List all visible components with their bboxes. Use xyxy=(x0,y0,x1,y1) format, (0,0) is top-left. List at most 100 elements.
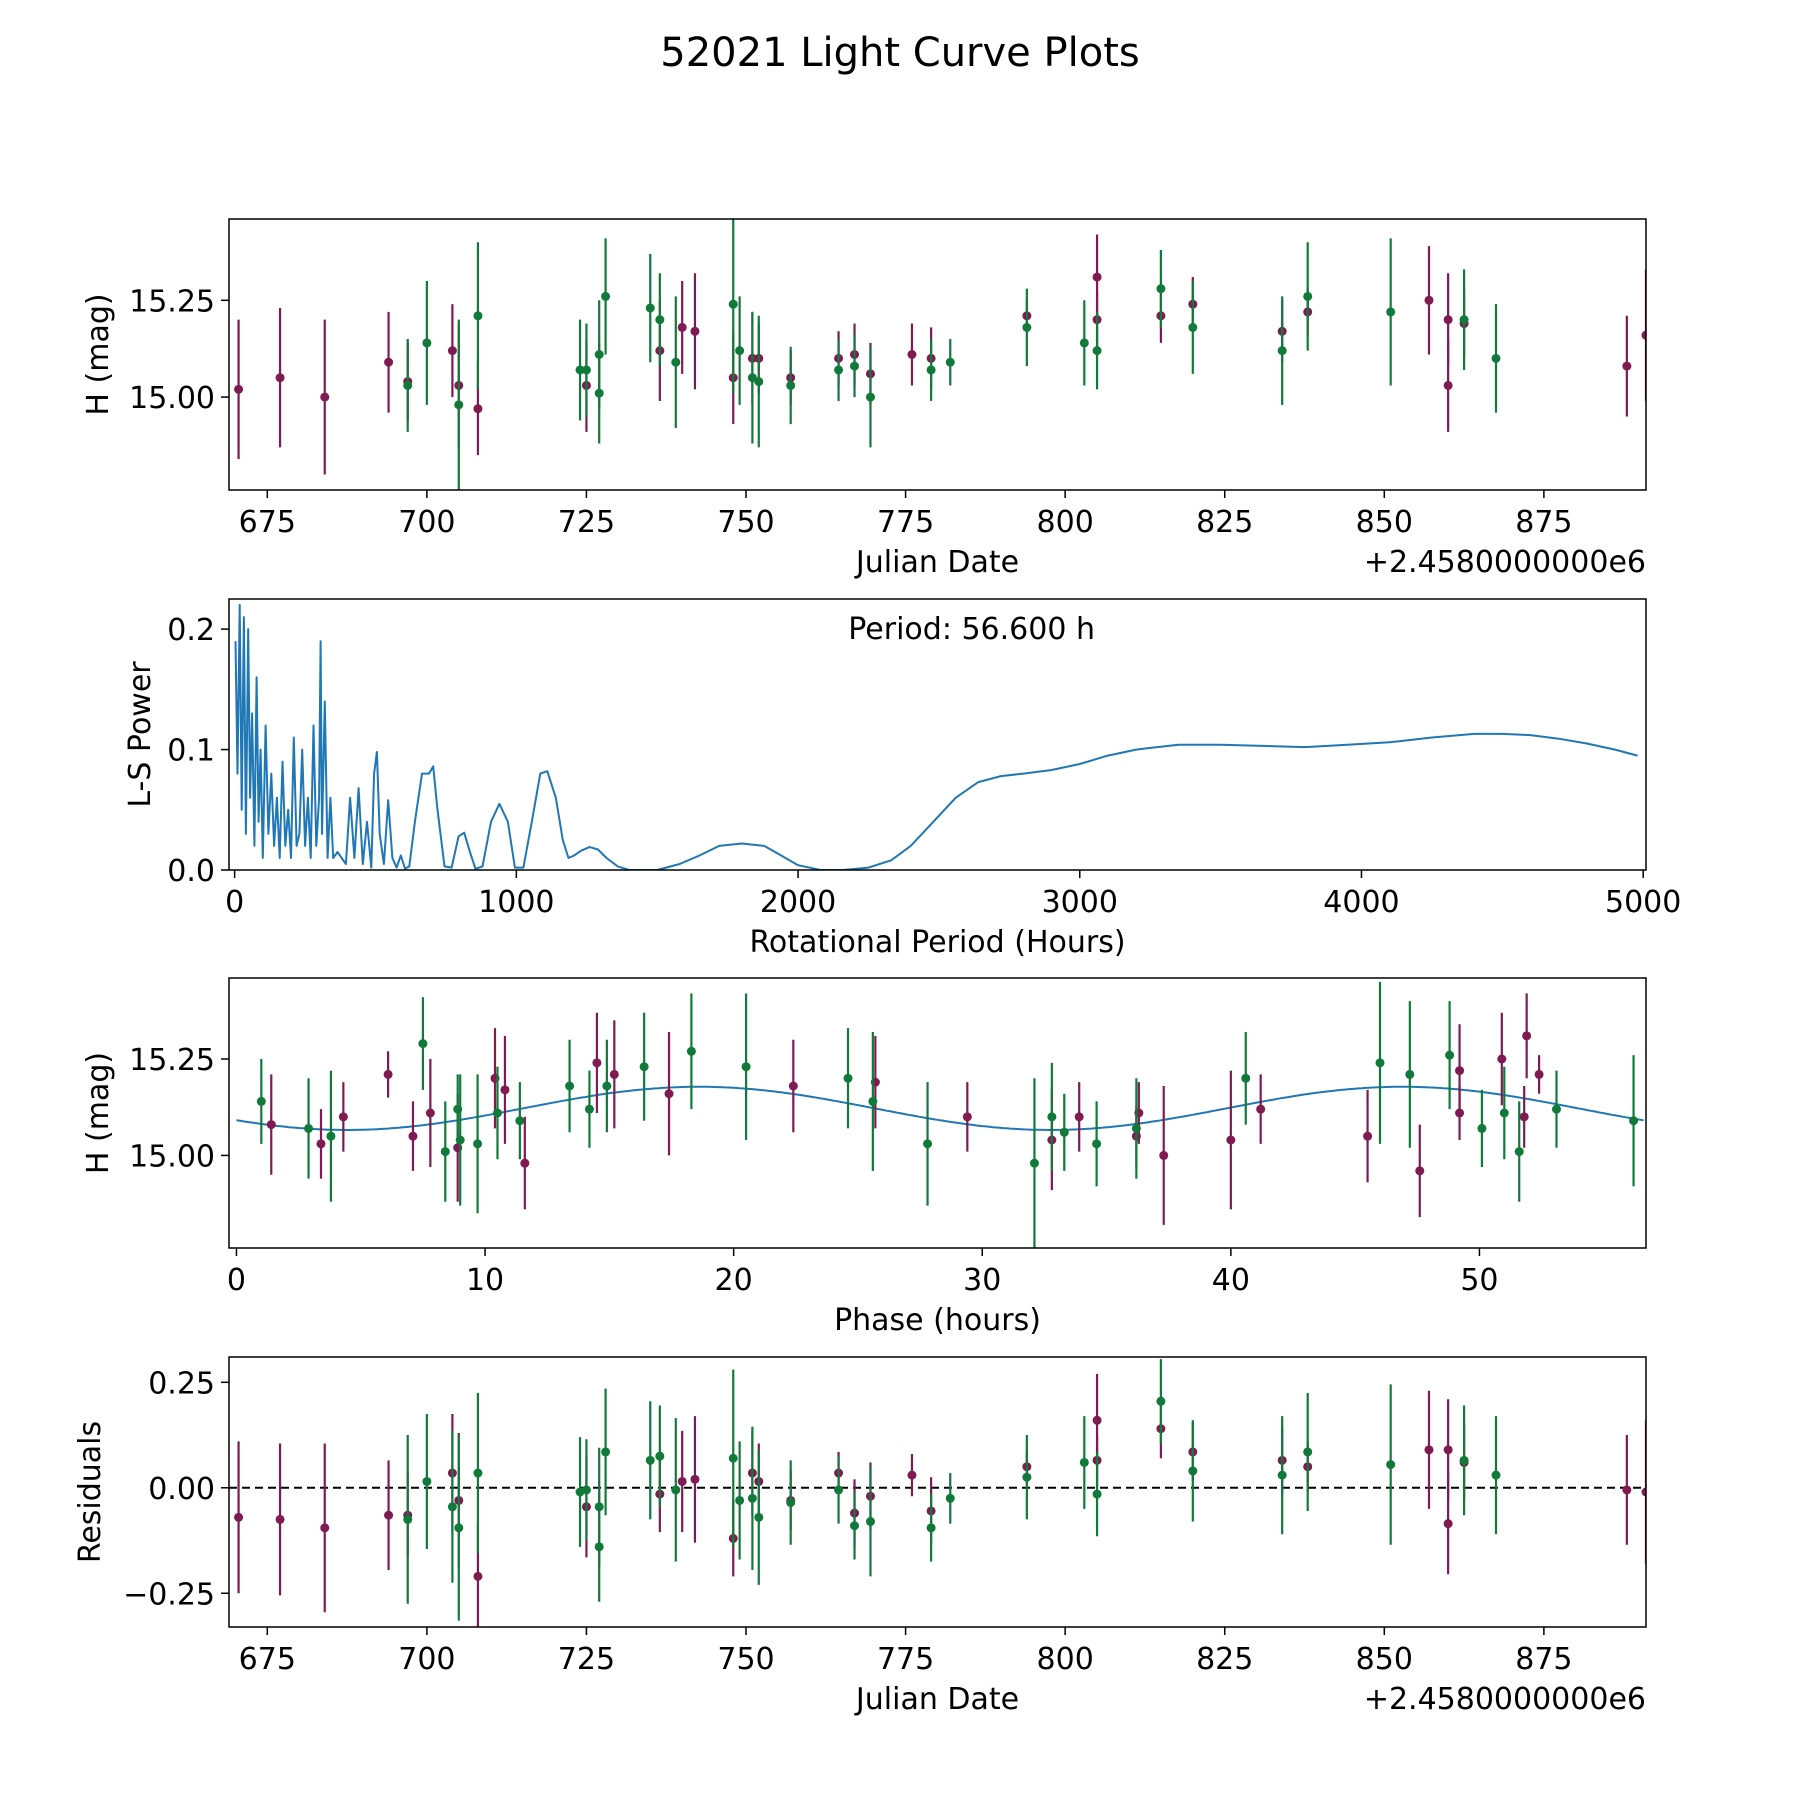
data-point-r xyxy=(1522,1031,1532,1041)
data-point-g xyxy=(786,380,796,390)
y-axis-label: Residuals xyxy=(73,1421,108,1563)
data-point-r xyxy=(1622,1485,1632,1495)
x-offset-label: +2.4580000000e6 xyxy=(1364,545,1646,580)
x-tick-label: 10 xyxy=(466,1263,504,1298)
data-point-g xyxy=(1092,1489,1102,1499)
period-annotation: Period: 56.600 h xyxy=(848,612,1095,647)
data-point-g xyxy=(754,377,764,387)
periodogram-panel: Rotational Period (Hours) L-S Power Peri… xyxy=(123,598,1681,960)
data-point-g xyxy=(1629,1116,1639,1126)
x-tick-label: 700 xyxy=(398,1642,455,1677)
x-tick-label: 750 xyxy=(717,505,774,540)
y-tick-label: 0.25 xyxy=(148,1366,215,1401)
data-point-r xyxy=(1497,1054,1507,1064)
x-tick-label: 775 xyxy=(877,505,934,540)
data-point-r xyxy=(1092,272,1102,282)
data-point-g xyxy=(256,1096,266,1106)
data-point-r xyxy=(425,1108,435,1118)
data-point-r xyxy=(500,1085,510,1095)
data-point-r xyxy=(520,1158,530,1168)
x-tick-label: 5000 xyxy=(1605,885,1681,920)
axes-frame xyxy=(228,598,1647,871)
data-point-g xyxy=(1514,1147,1524,1157)
x-tick-label: 675 xyxy=(239,1642,296,1677)
data-point-g xyxy=(1188,322,1198,332)
data-point-g xyxy=(473,1139,483,1149)
data-point-r xyxy=(1443,380,1453,390)
data-point-r xyxy=(320,1523,330,1533)
data-point-r xyxy=(338,1112,348,1122)
data-point-g xyxy=(868,1096,878,1106)
x-axis-label: Julian Date xyxy=(854,1682,1019,1717)
data-point-g xyxy=(1303,291,1313,301)
x-tick-label: 2000 xyxy=(760,885,836,920)
data-point-r xyxy=(1641,1487,1646,1497)
data-point-r xyxy=(1424,295,1434,305)
data-point-r xyxy=(275,373,285,383)
y-tick-label: 15.00 xyxy=(129,381,215,416)
x-tick-label: 20 xyxy=(715,1263,753,1298)
data-point-g xyxy=(601,291,611,301)
data-point-g xyxy=(1092,346,1102,356)
data-point-g xyxy=(594,1542,604,1552)
data-point-r xyxy=(1455,1066,1465,1076)
data-point-g xyxy=(581,1485,591,1495)
data-point-r xyxy=(1443,1445,1453,1455)
x-tick-label: 1000 xyxy=(478,885,554,920)
data-point-g xyxy=(735,346,745,356)
data-point-g xyxy=(747,1493,757,1503)
y-axis-label: H (mag) xyxy=(81,293,116,415)
data-point-g xyxy=(639,1062,649,1072)
data-point-g xyxy=(671,1485,681,1495)
data-point-r xyxy=(447,346,457,356)
data-point-g xyxy=(786,1498,796,1508)
data-point-g xyxy=(834,365,844,375)
data-point-g xyxy=(601,1447,611,1457)
x-tick-label: 50 xyxy=(1460,1263,1498,1298)
data-point-r xyxy=(1443,1519,1453,1529)
x-tick-label: 725 xyxy=(558,505,615,540)
x-tick-label: 775 xyxy=(877,1642,934,1677)
data-point-g xyxy=(581,365,591,375)
data-point-g xyxy=(1241,1073,1251,1083)
axes-frame xyxy=(228,218,1647,491)
y-tick-label: 0.2 xyxy=(167,613,215,648)
y-tick-label: 15.25 xyxy=(129,284,215,319)
data-point-r xyxy=(690,326,700,336)
data-point-r xyxy=(1641,330,1646,340)
data-point-g xyxy=(1477,1123,1487,1133)
data-point-r xyxy=(592,1058,602,1068)
data-point-r xyxy=(1424,1445,1434,1455)
data-point-r xyxy=(907,1470,917,1480)
data-point-g xyxy=(645,1455,655,1465)
data-point-g xyxy=(602,1081,612,1091)
x-tick-label: 800 xyxy=(1037,505,1094,540)
data-point-r xyxy=(1363,1131,1373,1141)
plot-area xyxy=(234,604,1638,870)
data-point-r xyxy=(473,404,483,414)
data-point-r xyxy=(962,1112,972,1122)
model-fit-curve xyxy=(236,1085,1644,1131)
data-point-g xyxy=(1552,1104,1562,1114)
data-point-r xyxy=(473,1571,483,1581)
data-point-g xyxy=(645,303,655,313)
data-point-r xyxy=(907,350,917,359)
plot-area xyxy=(229,1359,1646,1627)
data-point-g xyxy=(454,1523,464,1533)
data-point-r xyxy=(384,357,394,367)
figure-title: 52021 Light Curve Plots xyxy=(660,30,1139,76)
x-tick-label: 875 xyxy=(1515,1642,1572,1677)
data-point-g xyxy=(455,1135,465,1145)
data-point-g xyxy=(1303,1447,1313,1457)
data-point-g xyxy=(594,388,604,398)
data-point-g xyxy=(403,380,413,390)
data-point-g xyxy=(850,361,860,371)
data-point-r xyxy=(1455,1108,1465,1118)
data-point-g xyxy=(575,365,585,375)
x-axis-label: Julian Date xyxy=(854,545,1019,580)
plot-area xyxy=(234,219,1646,490)
data-point-g xyxy=(728,1453,738,1463)
x-tick-label: 0 xyxy=(225,885,244,920)
data-point-g xyxy=(422,338,432,348)
x-tick-label: 850 xyxy=(1356,1642,1413,1677)
